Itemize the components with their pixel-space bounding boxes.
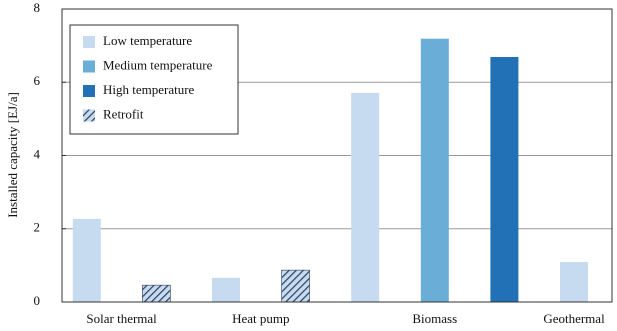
bar: [281, 269, 310, 303]
legend-box: [69, 24, 239, 135]
legend: Low temperature Medium temperature High te…: [69, 24, 239, 135]
y-axis-label: Installed capacity [EJ/a]: [5, 92, 20, 218]
legend-swatch: [83, 109, 95, 122]
x-tick-label: Geothermal: [543, 311, 605, 326]
legend-label: Low temperature: [103, 33, 192, 48]
y-tick-label: 4: [34, 146, 41, 161]
bar: [351, 92, 380, 302]
legend-swatch: [83, 36, 95, 48]
legend-label: Medium temperature: [103, 57, 213, 72]
x-tick-label: Biomass: [412, 311, 457, 326]
bar: [72, 218, 101, 302]
x-tick-label: Heat pump: [232, 311, 289, 326]
bar: [420, 38, 449, 302]
bar: [490, 56, 519, 303]
bar: [142, 284, 171, 303]
y-tick-label: 8: [34, 0, 41, 15]
legend-label: Retrofit: [103, 106, 144, 121]
bar: [212, 277, 240, 302]
y-tick-label: 0: [34, 293, 41, 308]
y-tick-label: 6: [34, 73, 41, 88]
y-tick-label: 2: [34, 220, 41, 235]
x-tick-label: Solar thermal: [86, 311, 157, 326]
legend-swatch: [83, 85, 95, 97]
legend-swatch: [83, 60, 95, 73]
plot-frame: [61, 8, 613, 303]
bar: [560, 262, 588, 302]
legend-label: High temperature: [103, 82, 195, 97]
